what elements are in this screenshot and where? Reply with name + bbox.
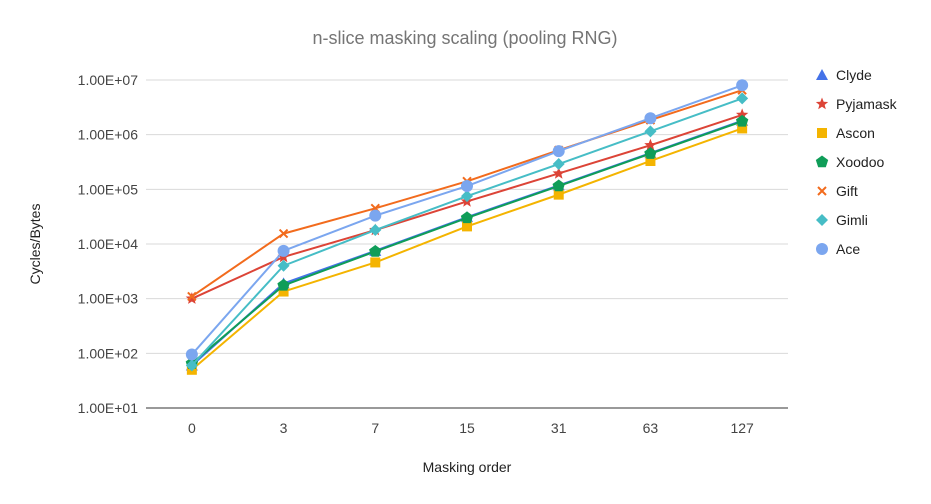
data-point-ace: [277, 244, 290, 257]
legend-item-ace: Ace: [816, 241, 860, 257]
data-point-pyjamask: [735, 108, 749, 121]
x-tick-label: 31: [551, 420, 567, 436]
data-point-ascon: [370, 257, 381, 268]
data-point-xoodoo: [460, 211, 474, 224]
data-point-xoodoo: [369, 244, 382, 257]
gridlines: [146, 79, 788, 409]
data-point-xoodoo: [644, 147, 657, 159]
x-tick-label: 63: [643, 420, 659, 436]
data-point-gimli: [185, 359, 198, 372]
legend-label-pyjamask: Pyjamask: [836, 96, 898, 112]
legend-marker-xoodoo: [815, 155, 829, 168]
y-axis-title: Cycles/Bytes: [27, 204, 43, 285]
legend-marker-clyde: [816, 69, 828, 80]
y-tick-label: 1.00E+04: [78, 236, 139, 252]
series-pyjamask: [185, 108, 749, 304]
legend-marker-pyjamask: [815, 97, 829, 110]
x-tick-label: 15: [459, 420, 475, 436]
data-point-gimli: [644, 125, 657, 138]
data-point-gift: [278, 228, 289, 239]
data-point-ace: [552, 145, 565, 158]
data-point-ascon: [737, 123, 748, 134]
x-tick-label: 3: [280, 420, 288, 436]
x-axis-ticks: 0 3 7 15 31 63 127: [188, 420, 754, 436]
series-line-ascon: [191, 127, 743, 371]
legend-item-clyde: Clyde: [816, 67, 872, 83]
legend-marker-gift: [817, 186, 827, 196]
legend-label-gift: Gift: [836, 183, 858, 199]
x-tick-label: 127: [730, 420, 754, 436]
legend-label-clyde: Clyde: [836, 67, 872, 83]
x-tick-label: 0: [188, 420, 196, 436]
legend-label-gimli: Gimli: [836, 212, 868, 228]
data-point-ace: [185, 348, 198, 361]
data-point-pyjamask: [552, 166, 565, 179]
data-point-ascon: [645, 155, 656, 166]
y-tick-label: 1.00E+03: [78, 291, 139, 307]
series-line-pyjamask: [191, 113, 743, 300]
legend-item-pyjamask: Pyjamask: [815, 96, 898, 112]
data-point-ace: [369, 209, 382, 222]
data-point-gift: [187, 291, 197, 302]
data-point-ascon: [553, 189, 564, 200]
data-point-gimli: [277, 259, 290, 272]
data-point-gimli: [552, 158, 565, 171]
y-tick-label: 1.00E+06: [78, 127, 139, 143]
data-point-ace: [644, 112, 657, 125]
data-point-ace: [461, 180, 473, 193]
x-axis-title: Masking order: [423, 459, 512, 475]
legend-marker-gimli: [816, 214, 828, 226]
x-tick-label: 7: [371, 420, 379, 436]
series-gimli: [185, 92, 749, 372]
y-tick-label: 1.00E+02: [78, 345, 139, 361]
data-point-xoodoo: [277, 278, 290, 291]
data-point-ascon: [462, 221, 472, 232]
legend-label-ascon: Ascon: [836, 125, 875, 141]
y-axis-ticks: 1.00E+01 1.00E+02 1.00E+03 1.00E+04 1.00E+05…: [78, 72, 139, 416]
plot-series: [185, 79, 749, 375]
legend-label-xoodoo: Xoodoo: [836, 154, 884, 170]
legend-item-ascon: Ascon: [817, 125, 875, 141]
data-point-xoodoo: [552, 179, 565, 192]
series-line-gimli: [191, 97, 743, 367]
legend-item-gimli: Gimli: [816, 212, 868, 228]
chart-title: n-slice masking scaling (pooling RNG): [312, 28, 617, 48]
data-point-ascon: [278, 286, 289, 297]
legend-marker-ace: [816, 243, 828, 255]
series-ace: [185, 79, 749, 361]
legend-item-gift: Gift: [817, 183, 858, 199]
data-point-pyjamask: [185, 292, 199, 304]
data-point-ace: [736, 79, 749, 92]
data-point-gimli: [369, 224, 382, 237]
series-ascon: [186, 123, 748, 375]
y-tick-label: 1.00E+01: [78, 400, 139, 416]
y-tick-label: 1.00E+05: [78, 181, 139, 197]
legend-item-xoodoo: Xoodoo: [815, 154, 884, 170]
legend-marker-ascon: [817, 128, 827, 138]
y-tick-label: 1.00E+07: [78, 72, 139, 88]
data-point-gimli: [736, 92, 749, 105]
data-point-pyjamask: [644, 138, 657, 151]
data-point-gimli: [461, 190, 473, 203]
data-point-xoodoo: [735, 114, 749, 127]
legend: Clyde Pyjamask Ascon Xoodoo Gift Gimli Ace: [815, 67, 898, 257]
legend-label-ace: Ace: [836, 241, 860, 257]
